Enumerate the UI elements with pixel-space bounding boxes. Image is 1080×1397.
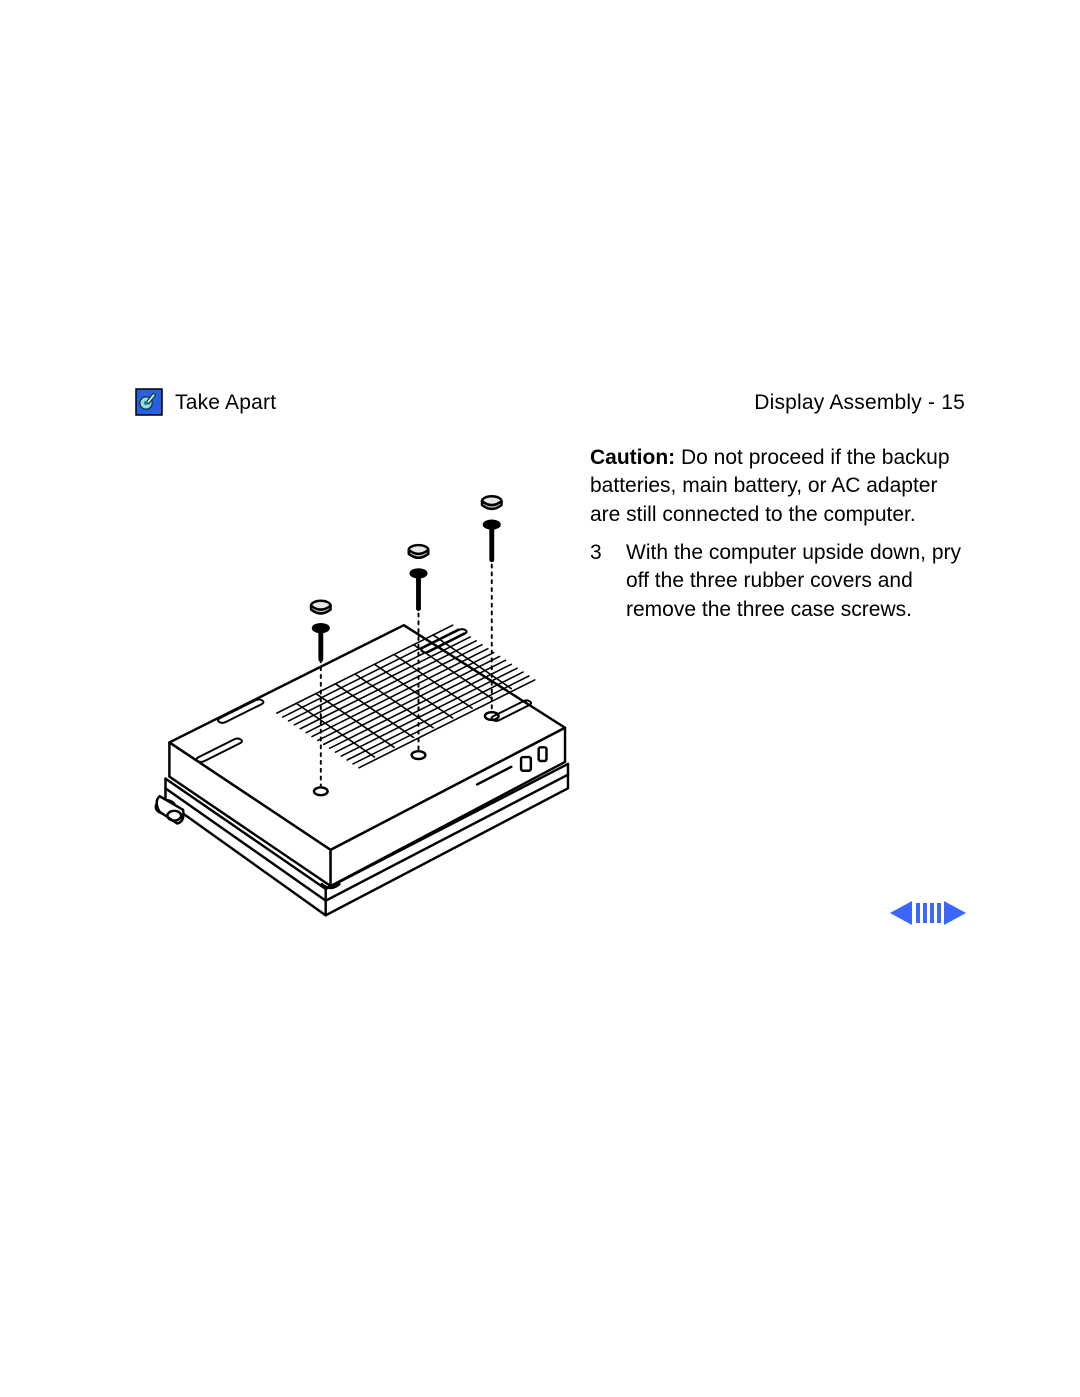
laptop-bottom-illustration bbox=[130, 464, 580, 977]
page-nav bbox=[890, 901, 966, 925]
step-item: 3 With the computer upside down, pry off… bbox=[590, 539, 965, 624]
content-area: Take Apart Display Assembly - 15 bbox=[135, 388, 965, 977]
nav-bars-icon[interactable] bbox=[914, 901, 942, 925]
caution-label: Caution: bbox=[590, 446, 675, 469]
step-number: 3 bbox=[590, 539, 612, 624]
manual-page: Take Apart Display Assembly - 15 bbox=[0, 0, 1080, 1397]
step-text: With the computer upside down, pry off t… bbox=[626, 539, 965, 624]
take-apart-icon bbox=[135, 388, 163, 416]
body-row: Caution: Do not proceed if the backup ba… bbox=[135, 444, 965, 977]
nav-next-icon[interactable] bbox=[944, 901, 966, 925]
page-header: Take Apart Display Assembly - 15 bbox=[135, 388, 965, 416]
caution-block: Caution: Do not proceed if the backup ba… bbox=[590, 444, 965, 529]
header-left: Take Apart bbox=[135, 388, 276, 416]
page-title: Display Assembly - 15 bbox=[754, 392, 965, 413]
instruction-text: Caution: Do not proceed if the backup ba… bbox=[590, 444, 965, 624]
section-title: Take Apart bbox=[175, 392, 276, 413]
nav-prev-icon[interactable] bbox=[890, 901, 912, 925]
